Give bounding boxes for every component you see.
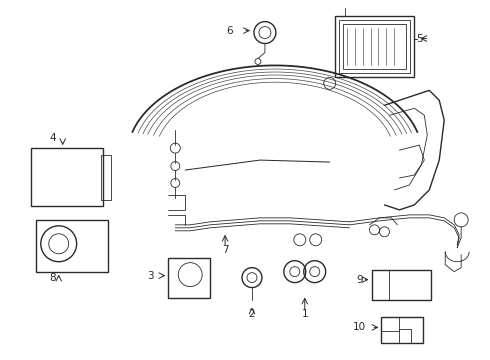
Bar bbox=[371, 270, 431, 300]
Text: 7: 7 bbox=[222, 245, 228, 255]
Bar bbox=[382, 318, 423, 343]
Bar bbox=[382, 318, 399, 332]
Text: 3: 3 bbox=[147, 271, 154, 281]
Text: 8: 8 bbox=[49, 273, 56, 283]
Text: 5: 5 bbox=[416, 33, 423, 44]
Bar bbox=[339, 20, 410, 73]
Bar bbox=[399, 329, 412, 343]
Bar bbox=[100, 155, 111, 200]
Text: 9: 9 bbox=[356, 275, 363, 285]
Bar bbox=[335, 15, 415, 77]
Text: 10: 10 bbox=[353, 323, 366, 332]
Text: 6: 6 bbox=[227, 26, 233, 36]
Bar bbox=[343, 24, 406, 69]
Text: 1: 1 bbox=[301, 310, 308, 319]
Text: 4: 4 bbox=[49, 133, 56, 143]
Bar bbox=[31, 148, 102, 206]
Bar bbox=[168, 258, 210, 298]
Bar bbox=[36, 220, 107, 272]
Text: 2: 2 bbox=[248, 310, 255, 319]
Bar bbox=[371, 270, 390, 300]
